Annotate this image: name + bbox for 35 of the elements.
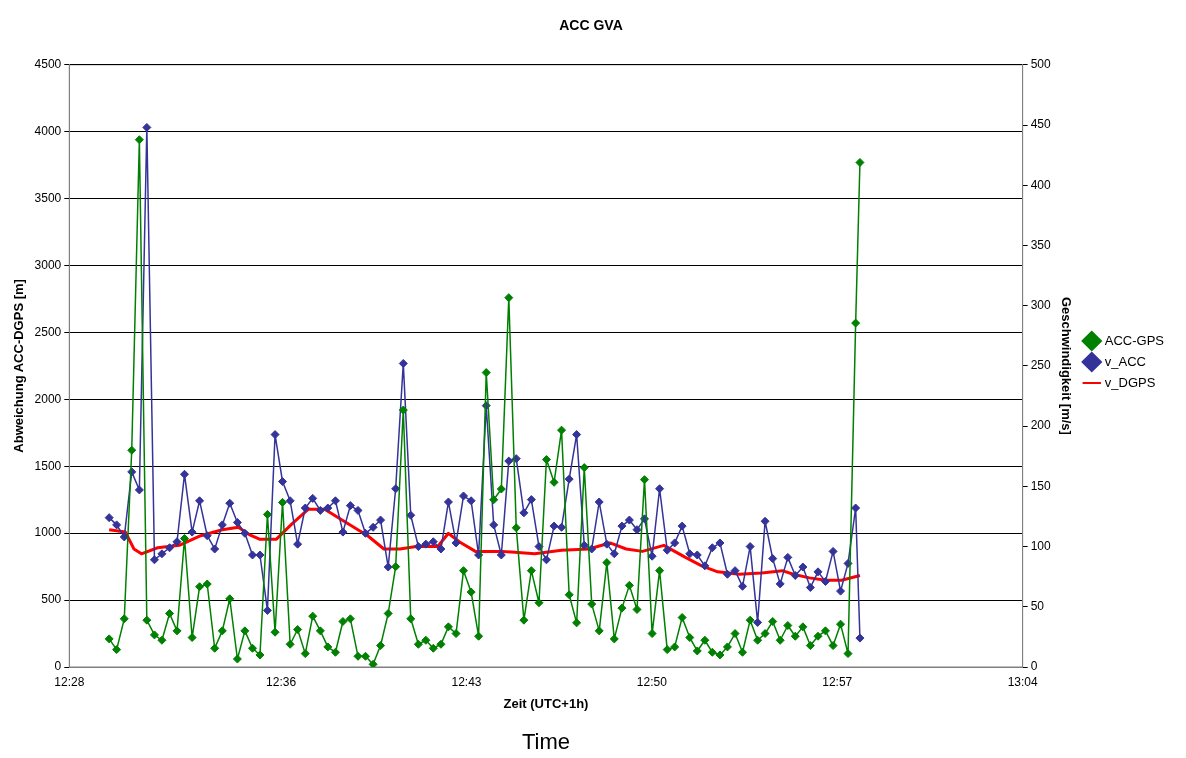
y-tick-label: 1000 (34, 525, 62, 540)
y-tick-label: 3500 (34, 190, 62, 205)
y2-tick-label: 400 (1030, 177, 1051, 192)
y2-tick-label: 450 (1030, 117, 1051, 132)
y2-tick-label: 50 (1030, 599, 1045, 614)
x-tick-label: 12:28 (54, 674, 85, 689)
y-tick-label: 1500 (34, 458, 62, 473)
x-tick-label: 12:57 (822, 674, 853, 689)
y-tick-label: 3000 (34, 257, 62, 272)
x-tick-label: 13:04 (1007, 674, 1038, 689)
x-tick-label: 12:36 (266, 674, 297, 689)
y2-tick-label: 0 (1030, 659, 1038, 674)
x-tick-label: 12:50 (636, 674, 668, 689)
y2-tick-label: 200 (1030, 418, 1051, 433)
y-tick-label: 4000 (34, 124, 62, 139)
y-axis-title: Abweichung ACC-DGPS [m] (11, 279, 27, 453)
y-tick-label: 2000 (34, 391, 62, 406)
text: Time (521, 729, 571, 755)
y2-tick-label: 250 (1030, 358, 1051, 373)
y-tick-label: 2500 (34, 324, 62, 339)
y2-tick-label: 350 (1030, 237, 1051, 252)
y-tick-label: 4500 (34, 57, 62, 72)
y2-tick-label: 150 (1030, 478, 1051, 493)
y2-tick-label: 500 (1030, 57, 1051, 72)
x-axis-title: Zeit (UTC+1h) (503, 695, 589, 711)
x-tick-label: 12:43 (451, 674, 482, 689)
chart-title: ACC GVA (559, 17, 623, 34)
y2-axis-title: Geschwindigkeit [m/s] (1058, 296, 1074, 435)
legend-label: v_DGPS (1104, 374, 1156, 390)
y2-tick-label: 100 (1030, 538, 1051, 553)
y-tick-label: 0 (54, 659, 62, 674)
y2-tick-label: 300 (1030, 297, 1051, 312)
legend-label: v_ACC (1104, 353, 1146, 369)
y-tick-label: 500 (41, 592, 62, 607)
legend-label: ACC-GPS (1104, 332, 1165, 348)
